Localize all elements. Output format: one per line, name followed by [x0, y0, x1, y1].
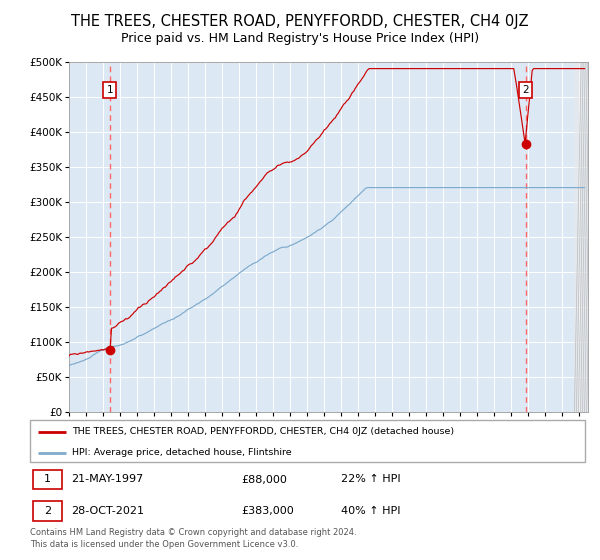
Text: 1: 1	[44, 474, 51, 484]
Text: £383,000: £383,000	[241, 506, 293, 516]
FancyBboxPatch shape	[33, 501, 62, 521]
Text: 2: 2	[44, 506, 51, 516]
Text: THE TREES, CHESTER ROAD, PENYFFORDD, CHESTER, CH4 0JZ (detached house): THE TREES, CHESTER ROAD, PENYFFORDD, CHE…	[71, 427, 454, 436]
Text: 40% ↑ HPI: 40% ↑ HPI	[341, 506, 400, 516]
FancyBboxPatch shape	[33, 469, 62, 489]
Text: £88,000: £88,000	[241, 474, 287, 484]
FancyBboxPatch shape	[30, 420, 585, 462]
Text: Contains HM Land Registry data © Crown copyright and database right 2024.: Contains HM Land Registry data © Crown c…	[30, 528, 356, 537]
Text: This data is licensed under the Open Government Licence v3.0.: This data is licensed under the Open Gov…	[30, 540, 298, 549]
Text: 28-OCT-2021: 28-OCT-2021	[71, 506, 145, 516]
Text: HPI: Average price, detached house, Flintshire: HPI: Average price, detached house, Flin…	[71, 448, 291, 458]
Text: 22% ↑ HPI: 22% ↑ HPI	[341, 474, 400, 484]
Text: 2: 2	[522, 85, 529, 95]
Text: 21-MAY-1997: 21-MAY-1997	[71, 474, 144, 484]
Text: Price paid vs. HM Land Registry's House Price Index (HPI): Price paid vs. HM Land Registry's House …	[121, 32, 479, 45]
Text: THE TREES, CHESTER ROAD, PENYFFORDD, CHESTER, CH4 0JZ: THE TREES, CHESTER ROAD, PENYFFORDD, CHE…	[71, 14, 529, 29]
Text: 1: 1	[106, 85, 113, 95]
